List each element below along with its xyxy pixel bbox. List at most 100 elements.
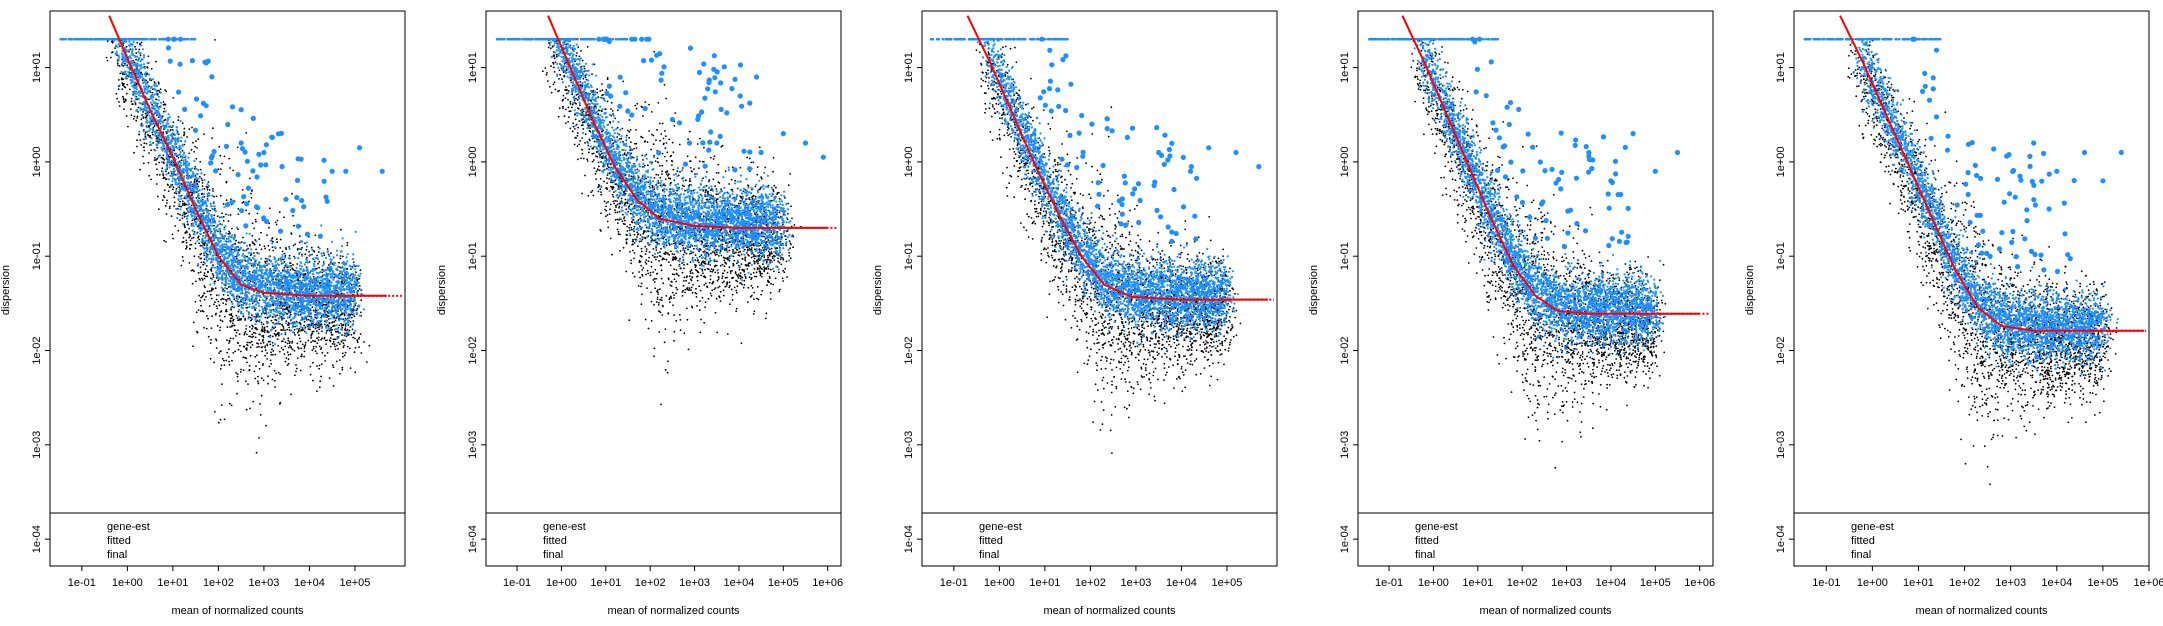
final-point — [224, 225, 227, 228]
gene-est-point — [334, 348, 337, 351]
gene-est-point — [300, 248, 303, 251]
gene-est-point — [278, 211, 281, 214]
gene-est-point — [281, 258, 284, 261]
gene-est-point — [260, 248, 263, 251]
gene-est-point — [325, 343, 327, 345]
gene-est-point — [316, 352, 318, 355]
gene-est-point — [254, 218, 257, 221]
gene-est-point — [343, 344, 345, 347]
final-point — [273, 314, 277, 317]
final-point — [314, 256, 317, 260]
final-point — [295, 266, 298, 269]
final-point — [248, 303, 251, 306]
gene-est-point — [338, 324, 341, 327]
gene-est-point — [199, 279, 202, 281]
gene-est-point — [248, 200, 250, 203]
final-point — [197, 177, 200, 180]
gene-est-point — [281, 323, 283, 326]
final-point — [170, 185, 173, 188]
gene-est-point — [354, 347, 357, 349]
gene-est-point — [260, 321, 263, 324]
gene-est-point — [171, 183, 174, 186]
gene-est-point — [249, 177, 251, 180]
gene-est-point — [203, 173, 206, 176]
gene-est-point — [206, 315, 208, 317]
gene-est-point — [203, 258, 206, 261]
final-point — [214, 221, 217, 224]
gene-est-point — [139, 139, 142, 142]
gene-est-point — [180, 205, 183, 208]
gene-est-point — [174, 173, 177, 176]
gene-est-point — [158, 161, 161, 164]
gene-est-point — [229, 402, 231, 405]
gene-est-point — [117, 88, 120, 91]
gene-est-point — [122, 84, 124, 87]
gene-est-point — [325, 332, 328, 334]
final-point — [148, 129, 151, 132]
gene-est-point — [358, 277, 361, 280]
gene-est-point — [255, 451, 258, 454]
gene-est-point — [327, 315, 330, 318]
final-point — [137, 50, 140, 54]
gene-est-point — [188, 128, 191, 131]
final-point — [307, 277, 310, 280]
gene-est-point — [341, 312, 343, 314]
final-point — [211, 278, 214, 281]
gene-est-point — [339, 257, 342, 260]
gene-est-point — [191, 191, 193, 194]
gene-est-point — [181, 217, 184, 220]
gene-est-point — [346, 328, 349, 331]
final-point — [148, 114, 151, 117]
gene-est-point — [281, 250, 284, 253]
gene-est-point — [169, 205, 171, 208]
gene-est-point — [299, 323, 302, 326]
gene-est-point — [322, 252, 325, 255]
gene-est-point — [209, 342, 212, 344]
gene-est-point — [189, 247, 191, 250]
gene-est-point — [174, 225, 177, 227]
gene-est-point — [232, 337, 235, 340]
final-point — [198, 227, 201, 230]
final-point — [232, 243, 235, 246]
gene-est-point — [266, 234, 268, 237]
gene-est-point — [204, 242, 206, 245]
gene-est-point — [234, 350, 237, 353]
gene-est-point — [244, 330, 247, 333]
gene-est-point — [270, 351, 272, 354]
gene-est-point — [304, 341, 307, 344]
final-point — [286, 269, 290, 272]
gene-est-point — [271, 326, 274, 329]
final-point — [139, 52, 142, 55]
gene-est-point — [283, 252, 286, 255]
gene-est-point — [248, 243, 251, 246]
gene-est-point — [348, 313, 350, 315]
final-point — [266, 263, 269, 266]
final-point — [169, 174, 172, 177]
final-point — [206, 246, 209, 249]
final-point — [138, 101, 141, 104]
final-point — [142, 78, 145, 81]
gene-est-point — [266, 343, 269, 346]
final-point — [164, 126, 167, 129]
gene-est-point — [221, 162, 224, 165]
gene-est-point — [320, 338, 322, 341]
gene-est-point — [246, 255, 249, 258]
gene-est-point — [342, 355, 344, 358]
gene-est-point — [213, 195, 215, 198]
final-point — [308, 313, 311, 316]
final-point — [284, 263, 287, 266]
gene-est-point — [321, 337, 323, 340]
gene-est-point — [323, 336, 326, 339]
gene-est-point — [280, 329, 283, 331]
gene-est-point — [267, 244, 270, 247]
gene-est-point — [190, 204, 193, 207]
gene-est-point — [195, 140, 197, 143]
final-point — [281, 262, 284, 265]
gene-est-point — [252, 400, 255, 403]
gene-est-point — [172, 121, 175, 124]
final-point — [325, 274, 328, 277]
gene-est-point — [234, 242, 237, 245]
final-point — [144, 74, 147, 78]
gene-est-point — [189, 239, 192, 242]
final-point — [270, 271, 273, 274]
